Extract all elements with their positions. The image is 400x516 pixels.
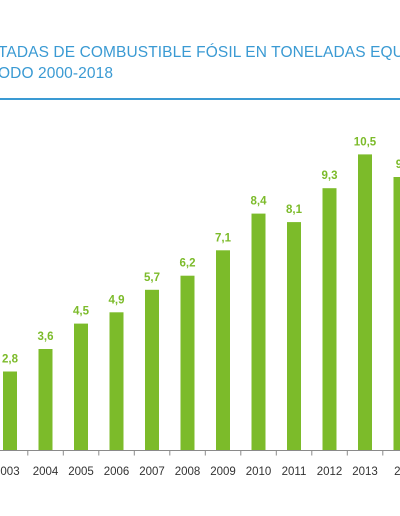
value-label-003: 2,8 xyxy=(2,354,19,366)
bar-2005 xyxy=(74,323,88,451)
value-label-2010: 8,4 xyxy=(251,196,268,208)
title-underline xyxy=(0,98,400,100)
bar-2013 xyxy=(358,154,372,451)
x-tick-label-2012: 2012 xyxy=(317,466,343,478)
value-label-2012: 9,3 xyxy=(322,170,338,182)
x-tick-label-2005: 2005 xyxy=(68,466,94,478)
value-label-2006: 4,9 xyxy=(109,294,125,306)
chart-title-line-2: ODO 2000-2018 xyxy=(0,65,114,82)
value-label-20: 9, xyxy=(396,159,400,171)
bar-2009 xyxy=(216,250,230,451)
x-tick-label-2010: 2010 xyxy=(246,466,272,478)
x-tick-label-2013: 2013 xyxy=(352,466,378,478)
x-tick-label-2008: 2008 xyxy=(175,466,201,478)
bar-2006 xyxy=(109,312,124,451)
bar-003 xyxy=(3,371,17,451)
x-tick-label-2009: 2009 xyxy=(210,466,236,478)
value-label-2013: 10,5 xyxy=(354,136,377,148)
value-label-2011: 8,1 xyxy=(286,204,303,216)
x-tick-label-2011: 2011 xyxy=(282,466,307,478)
bar-2011 xyxy=(287,222,301,451)
chart-title: TADAS DE COMBUSTIBLE FÓSIL EN TONELADAS … xyxy=(0,44,400,96)
chart-title-line-1: TADAS DE COMBUSTIBLE FÓSIL EN TONELADAS … xyxy=(0,44,400,61)
x-tick-label-2004: 2004 xyxy=(33,466,59,478)
x-tick-label-2007: 2007 xyxy=(139,466,165,478)
bar-2010 xyxy=(251,213,266,451)
bar-2012 xyxy=(322,188,337,451)
bar-2007 xyxy=(145,289,159,451)
bar-2008 xyxy=(180,275,195,451)
x-tick-label-2006: 2006 xyxy=(104,466,130,478)
value-label-2007: 5,7 xyxy=(144,272,160,284)
x-tick-label-003: 003 xyxy=(0,466,19,478)
value-label-2005: 4,5 xyxy=(73,306,90,318)
bar-2004 xyxy=(38,349,53,451)
value-label-2008: 6,2 xyxy=(180,258,196,270)
x-tick-label-20: 20 xyxy=(394,466,400,478)
value-label-2009: 7,1 xyxy=(215,232,232,244)
bar-20 xyxy=(393,177,400,451)
value-label-2004: 3,6 xyxy=(38,331,54,343)
